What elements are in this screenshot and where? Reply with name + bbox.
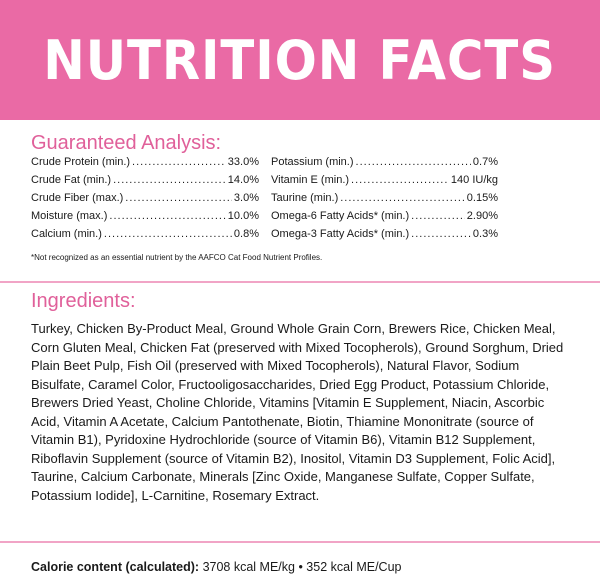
analysis-row: Omega-3 Fatty Acids* (min.) 0.3%	[271, 228, 498, 246]
dot-leader	[340, 192, 465, 204]
analysis-row: Crude Fiber (max.) 3.0%	[31, 192, 259, 210]
analysis-label: Vitamin E (min.)	[271, 174, 350, 186]
ingredients-title: Ingredients:	[31, 290, 136, 312]
analysis-row: Crude Protein (min.) 33.0%	[31, 156, 259, 174]
analysis-value: 0.3%	[472, 228, 498, 240]
analysis-value: 33.0%	[227, 156, 259, 168]
calorie-label: Calorie content (calculated):	[31, 560, 200, 574]
dot-leader	[113, 174, 226, 186]
analysis-value: 14.0%	[227, 174, 259, 186]
analysis-left-column: Crude Protein (min.) 33.0% Crude Fat (min…	[31, 156, 259, 246]
dot-leader	[125, 192, 232, 204]
aafco-footnote: *Not recognized as an essential nutrient…	[31, 253, 323, 262]
analysis-label: Crude Fat (min.)	[31, 174, 112, 186]
dot-leader	[104, 228, 232, 240]
analysis-right-column: Potassium (min.) 0.7% Vitamin E (min.) 140…	[271, 156, 498, 246]
page-title: NUTRITION FACTS	[43, 28, 557, 92]
analysis-row: Crude Fat (min.) 14.0%	[31, 174, 259, 192]
header-banner: NUTRITION FACTS	[0, 0, 600, 120]
analysis-row: Omega-6 Fatty Acids* (min.) 2.90%	[271, 210, 498, 228]
dot-leader	[132, 156, 226, 168]
dot-leader	[351, 174, 449, 186]
ingredients-list: Turkey, Chicken By-Product Meal, Ground …	[31, 321, 564, 503]
guaranteed-analysis-title: Guaranteed Analysis:	[31, 132, 222, 154]
analysis-value: 140 IU/kg	[450, 174, 498, 186]
analysis-label: Omega-6 Fatty Acids* (min.)	[271, 210, 410, 222]
analysis-row: Vitamin E (min.) 140 IU/kg	[271, 174, 498, 192]
analysis-value: 0.8%	[233, 228, 259, 240]
section-divider	[0, 281, 600, 283]
analysis-label: Omega-3 Fatty Acids* (min.)	[271, 228, 410, 240]
analysis-row: Moisture (max.) 10.0%	[31, 210, 259, 228]
analysis-value: 10.0%	[227, 210, 259, 222]
analysis-row: Potassium (min.) 0.7%	[271, 156, 498, 174]
analysis-label: Calcium (min.)	[31, 228, 102, 240]
analysis-label: Potassium (min.)	[271, 156, 354, 168]
dot-leader	[109, 210, 225, 222]
calorie-content: Calorie content (calculated): 3708 kcal …	[31, 560, 402, 574]
calorie-value: 3708 kcal ME/kg • 352 kcal ME/Cup	[202, 560, 402, 574]
dot-leader	[411, 210, 465, 222]
analysis-value: 0.7%	[472, 156, 498, 168]
section-divider	[0, 541, 600, 543]
analysis-label: Crude Protein (min.)	[31, 156, 131, 168]
dot-leader	[356, 156, 471, 168]
dot-leader	[411, 228, 471, 240]
analysis-label: Moisture (max.)	[31, 210, 108, 222]
analysis-value: 3.0%	[233, 192, 259, 204]
analysis-label: Crude Fiber (max.)	[31, 192, 124, 204]
analysis-value: 0.15%	[466, 192, 498, 204]
analysis-row: Calcium (min.) 0.8%	[31, 228, 259, 246]
analysis-row: Taurine (min.) 0.15%	[271, 192, 498, 210]
analysis-value: 2.90%	[466, 210, 498, 222]
analysis-label: Taurine (min.)	[271, 192, 339, 204]
